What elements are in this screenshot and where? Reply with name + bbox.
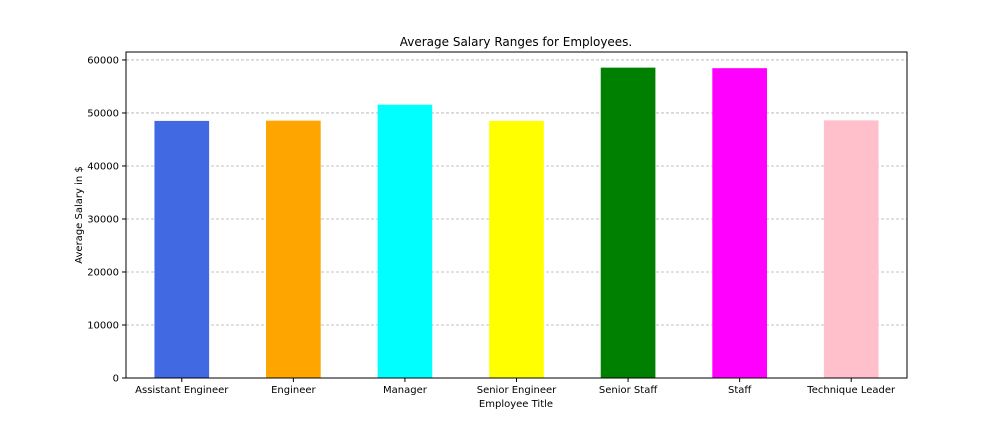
x-tick-label: Manager	[383, 385, 428, 396]
x-tick-label: Engineer	[271, 385, 316, 396]
y-tick-label: 60000	[87, 55, 119, 66]
bars-layer	[154, 67, 879, 379]
y-axis-label: Average Salary in $	[74, 166, 85, 264]
y-tick-label: 40000	[87, 161, 119, 172]
x-axis-label: Employee Title	[479, 399, 553, 410]
y-tick-label: 50000	[87, 108, 119, 119]
y-tick-label: 0	[113, 374, 119, 385]
bar	[489, 120, 544, 378]
bar	[712, 68, 767, 378]
y-tick-label: 20000	[87, 267, 119, 278]
x-tick-label: Staff	[728, 385, 752, 396]
bar	[377, 104, 433, 378]
bar	[600, 67, 656, 379]
bar	[823, 120, 879, 378]
x-axis: Assistant Engineer Engineer Manager Senior …	[135, 378, 896, 396]
y-axis: 0 10000 20000 30000 40000 50000 60000	[87, 55, 126, 385]
bar	[154, 120, 210, 378]
bar	[266, 120, 321, 378]
y-tick-label: 30000	[87, 214, 119, 225]
x-tick-label: Senior Engineer	[477, 385, 557, 396]
x-tick-label: Senior Staff	[599, 385, 658, 396]
x-tick-label: Technique Leader	[806, 385, 896, 396]
chart-title: Average Salary Ranges for Employees.	[400, 35, 633, 49]
y-tick-label: 10000	[87, 320, 119, 331]
x-tick-label: Assistant Engineer	[135, 385, 229, 396]
